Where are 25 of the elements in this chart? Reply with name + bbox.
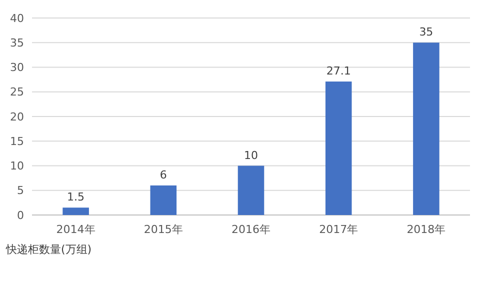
y-tick-label: 25 [10,86,24,99]
x-tick-label: 2017年 [319,223,358,236]
data-label: 6 [160,168,167,182]
x-tick-label: 2016年 [232,223,270,236]
y-tick-label: 0 [17,208,24,222]
x-tick-label: 2018年 [406,223,446,236]
y-tick-label: 5 [17,184,24,198]
y-tick-label: 40 [10,12,24,25]
x-axis-title: 快递柜数量(万组) [5,243,92,256]
bar [62,208,89,215]
y-tick-label: 20 [10,110,24,124]
y-tick-label: 30 [10,61,24,74]
data-label: 27.1 [326,64,351,78]
data-label: 1.5 [67,190,85,204]
y-tick-label: 15 [10,134,24,148]
x-tick-label: 2014年 [56,223,96,236]
bar [150,185,177,215]
bar [413,42,440,215]
bar [325,82,352,215]
data-label: 10 [244,148,258,162]
y-tick-label: 35 [10,36,24,50]
data-label: 35 [419,26,434,39]
y-tick-label: 10 [10,160,24,173]
bar [238,166,264,215]
x-tick-label: 2015年 [144,223,183,236]
